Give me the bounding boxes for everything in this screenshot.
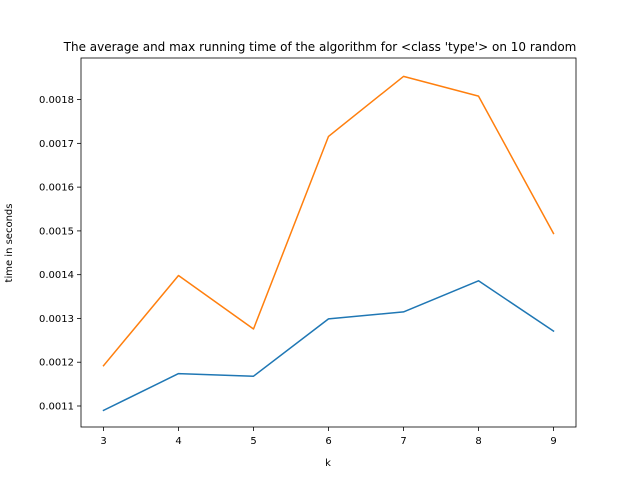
- x-tick-label-7: 7: [400, 436, 406, 447]
- y-tick-label-2: 0.0012: [39, 358, 74, 369]
- y-tick-label-3: 0.0013: [39, 314, 74, 325]
- series-line-2: [102, 75, 555, 367]
- x-tick-label-6: 6: [325, 436, 331, 447]
- y-axis-label: time in seconds: [4, 204, 15, 283]
- x-tick-label-3: 3: [100, 436, 106, 447]
- chart-title: The average and max running time of the …: [63, 40, 577, 54]
- x-tick-label-5: 5: [250, 436, 256, 447]
- x-tick-label-4: 4: [175, 436, 181, 447]
- axes-frame: [80, 57, 577, 428]
- y-tick-label-6: 0.0016: [39, 183, 74, 194]
- y-tick-label-5: 0.0015: [39, 226, 74, 237]
- x-tick-label-9: 9: [550, 436, 556, 447]
- y-tick-label-7: 0.0017: [39, 139, 74, 150]
- x-tick-label-8: 8: [475, 436, 481, 447]
- plot-area: 3 4 5 6 7 8 9 0.0011 0.0012 0.0013 0.0014 0.0015 0.0…: [39, 57, 577, 447]
- x-axis-label: k: [325, 458, 331, 469]
- y-tick-label-1: 0.0011: [39, 401, 74, 412]
- y-tick-label-8: 0.0018: [39, 95, 74, 106]
- series-line-1: [102, 280, 555, 412]
- y-tick-label-4: 0.0014: [39, 270, 74, 281]
